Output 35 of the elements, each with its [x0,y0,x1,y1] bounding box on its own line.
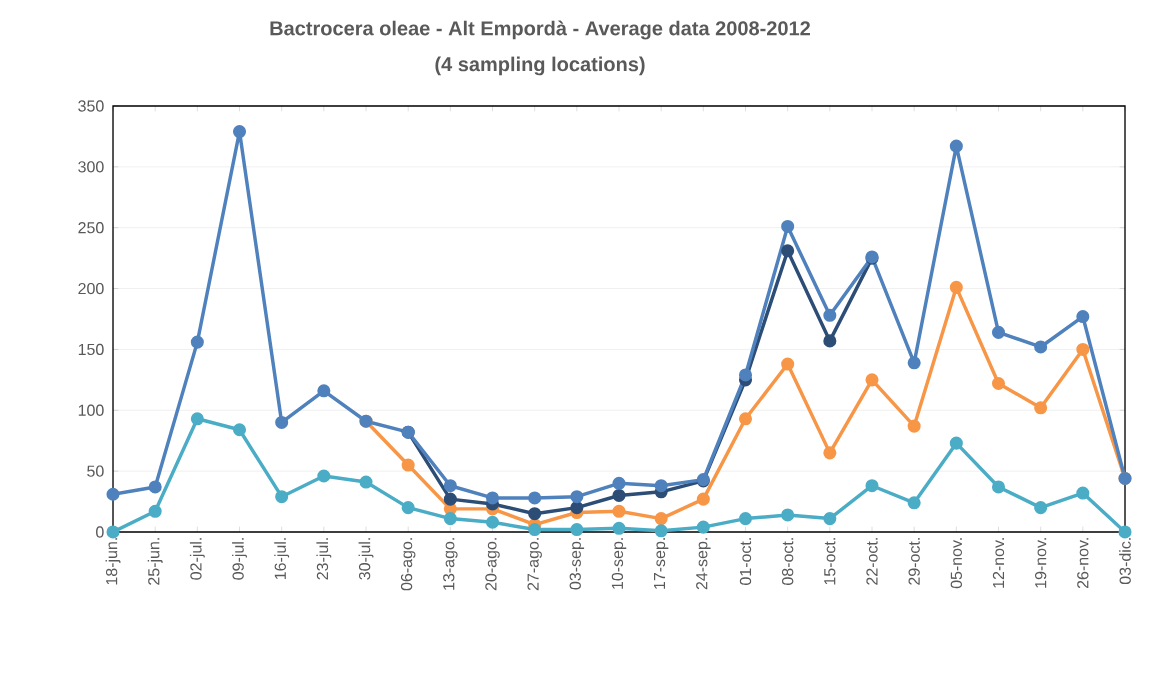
y-tick-label: 0 [96,526,104,538]
y-tick-label: 100 [78,404,104,416]
x-tick-label: 01-oct. [739,538,752,585]
x-tick-label: 26-nov. [1077,538,1089,589]
y-tick-label: 250 [78,222,104,234]
x-tick-label: 27-ago. [527,538,542,591]
x-tick-label: 05-nov. [950,538,962,589]
x-tick-label: 06-ago. [400,538,416,591]
x-tick-label: 10-sep. [611,538,627,589]
y-tick-label: 300 [78,161,104,173]
x-tick-label: 29-oct. [908,538,920,585]
x-tick-label: 19-nov. [1035,538,1047,588]
chart-subtitle: (4 sampling locations) [435,56,645,76]
x-tick-label: 03-dic. [1119,538,1131,585]
x-tick-label: 20-ago. [485,538,500,591]
x-tick-label: 17-sep. [654,538,669,589]
y-tick-label: 350 [78,100,104,112]
x-tick-label: 30-jul. [358,538,374,580]
x-tick-label: 13-ago. [443,538,458,590]
x-tick-label: 12-nov. [992,538,1005,588]
x-tick-label: 08-oct. [782,538,794,585]
chart-title: Bactrocera oleae - Alt Empordà - Average data 2008-2012 [270,20,810,40]
x-tick-label: 03-sep. [569,538,585,590]
y-tick-label: 150 [78,343,104,356]
x-tick-label: 25-jun. [147,538,163,585]
x-tick-label: 15-oct. [824,538,836,585]
y-tick-label: 50 [87,465,104,477]
x-tick-label: 22-oct. [866,538,878,585]
x-tick-label: 18-jun. [105,538,121,585]
x-tick-label: 24-sep. [696,538,711,590]
x-tick-label: 23-jul. [316,538,332,580]
x-tick-label: 16-jul. [274,538,290,580]
y-tick-label: 200 [78,282,104,295]
x-tick-label: 02-jul. [189,538,205,580]
x-tick-label: 09-jul. [232,538,247,580]
